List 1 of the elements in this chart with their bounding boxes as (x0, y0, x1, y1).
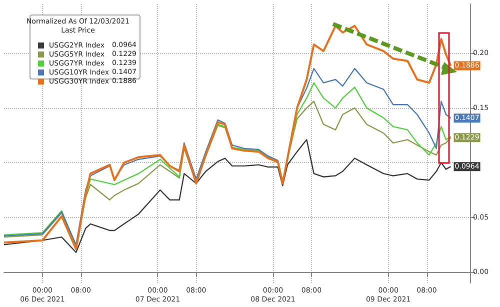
line-series (3, 139, 452, 253)
